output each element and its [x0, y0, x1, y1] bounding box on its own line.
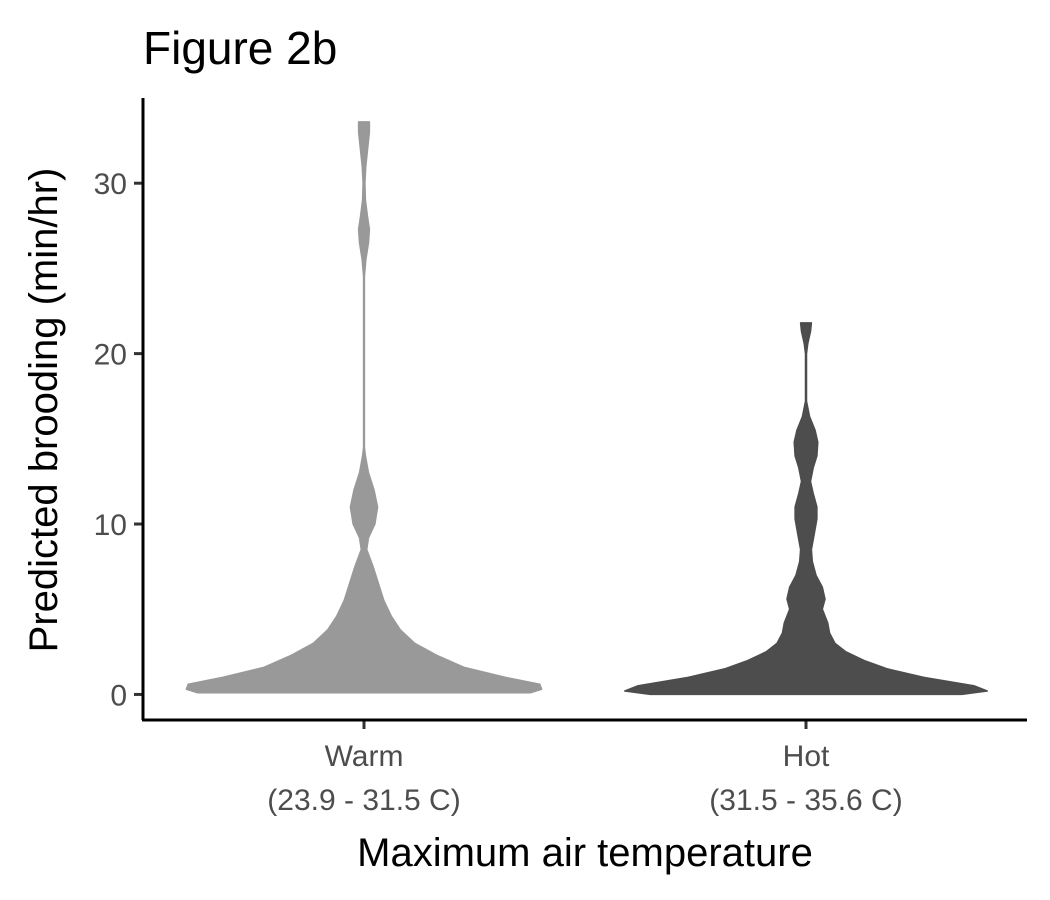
- violin-hot: [624, 322, 988, 696]
- y-axis-ticks: 0 10 20 30: [94, 168, 143, 712]
- x-tick-sublabel: (31.5 - 35.6 C): [709, 784, 902, 817]
- y-tick-label: 10: [94, 509, 127, 542]
- violin-warm: [185, 121, 543, 694]
- x-tick-label: Hot: [783, 740, 830, 773]
- y-tick-label: 30: [94, 168, 127, 201]
- x-axis-ticks: Warm (23.9 - 31.5 C) Hot (31.5 - 35.6 C): [267, 720, 903, 817]
- chart-title: Figure 2b: [143, 22, 337, 74]
- x-axis-title: Maximum air temperature: [357, 831, 813, 875]
- violin-layer: [185, 121, 988, 696]
- y-tick-label: 0: [110, 679, 127, 712]
- x-tick-sublabel: (23.9 - 31.5 C): [267, 784, 460, 817]
- y-axis-title: Predicted brooding (min/hr): [22, 168, 66, 653]
- y-tick-label: 20: [94, 339, 127, 372]
- x-tick-label: Warm: [325, 740, 404, 773]
